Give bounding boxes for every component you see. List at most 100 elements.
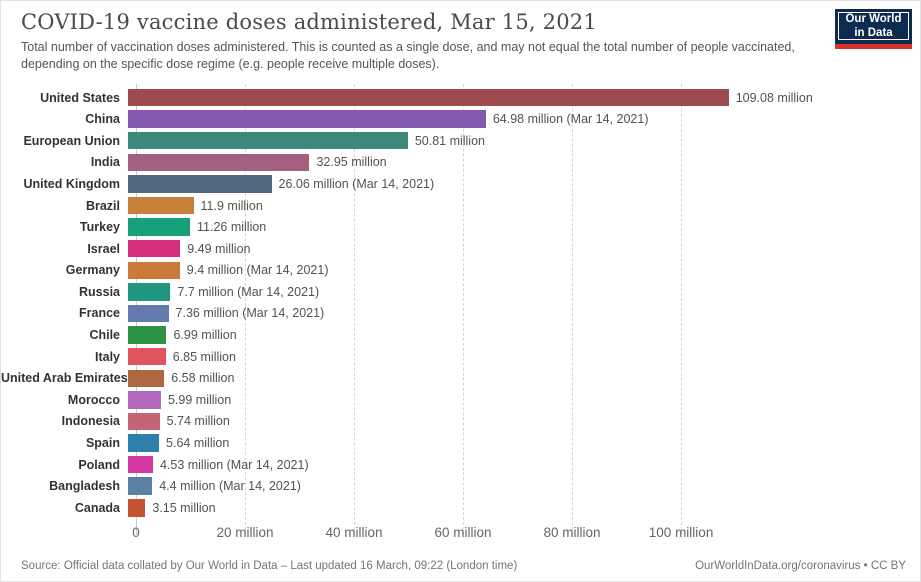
chart-header: COVID-19 vaccine doses administered, Mar… bbox=[1, 1, 920, 73]
chart-row: United States 109.08 million bbox=[1, 87, 920, 109]
bar[interactable] bbox=[128, 175, 272, 193]
bar[interactable] bbox=[128, 455, 153, 474]
chart-row: Israel 9.49 million bbox=[1, 238, 920, 260]
x-axis-tick: 60 million bbox=[434, 524, 492, 540]
bar[interactable] bbox=[128, 218, 190, 236]
country-label: Spain bbox=[85, 436, 120, 451]
chart-row: European Union 50.81 million bbox=[1, 130, 920, 152]
bar-area: 5.99 million bbox=[128, 391, 910, 409]
country-label: Poland bbox=[78, 457, 120, 472]
country-label: Italy bbox=[94, 349, 120, 364]
bar-area: 11.26 million bbox=[128, 218, 910, 236]
country-label: Bangladesh bbox=[49, 479, 120, 494]
country-label: France bbox=[79, 306, 120, 321]
chart-subtitle: Total number of vaccination doses admini… bbox=[21, 40, 795, 71]
bar-area: 7.7 million (Mar 14, 2021) bbox=[128, 283, 910, 301]
country-label: United Kingdom bbox=[23, 176, 120, 191]
x-axis-tick: 0 bbox=[132, 524, 140, 540]
bar[interactable] bbox=[128, 347, 166, 366]
bar-value-label: 9.4 million (Mar 14, 2021) bbox=[186, 263, 329, 278]
bar-value-label: 4.4 million (Mar 14, 2021) bbox=[159, 479, 301, 494]
chart-row: Turkey 11.26 million bbox=[1, 216, 920, 238]
country-label: Brazil bbox=[85, 198, 120, 213]
bar[interactable] bbox=[128, 88, 729, 107]
chart-row: Canada 3.15 million bbox=[1, 497, 920, 519]
gridline bbox=[681, 83, 683, 535]
chart-row: Poland 4.53 million (Mar 14, 2021) bbox=[1, 454, 920, 476]
chart-row: Chile 6.99 million bbox=[1, 324, 920, 346]
country-label: United States bbox=[40, 90, 120, 105]
bar[interactable] bbox=[128, 412, 160, 431]
bar[interactable] bbox=[128, 283, 171, 301]
bar-value-label: 5.74 million bbox=[166, 414, 230, 429]
country-label: Morocco bbox=[67, 392, 120, 407]
bar-value-label: 64.98 million (Mar 14, 2021) bbox=[492, 112, 649, 127]
bar[interactable] bbox=[128, 477, 153, 495]
bar[interactable] bbox=[128, 239, 181, 258]
bar-value-label: 3.15 million bbox=[152, 500, 216, 515]
country-label: Indonesia bbox=[61, 414, 120, 429]
x-axis-tick: 80 million bbox=[543, 524, 601, 540]
plot-rows: United States 109.08 million China 64.98 mi… bbox=[1, 87, 920, 519]
bar-value-label: 11.26 million bbox=[197, 220, 267, 235]
bar[interactable] bbox=[128, 261, 180, 280]
bar-value-label: 4.53 million (Mar 14, 2021) bbox=[159, 457, 309, 472]
bar-value-label: 6.85 million bbox=[172, 349, 236, 364]
bar-area: 11.9 million bbox=[128, 196, 910, 215]
chart-row: Bangladesh 4.4 million (Mar 14, 2021) bbox=[1, 475, 920, 497]
bar[interactable] bbox=[128, 391, 161, 409]
x-axis-tick: 20 million bbox=[216, 524, 274, 540]
chart-row: China 64.98 million (Mar 14, 2021) bbox=[1, 108, 920, 130]
country-label: India bbox=[90, 155, 120, 170]
bar[interactable] bbox=[128, 131, 408, 150]
bar-area: 4.53 million (Mar 14, 2021) bbox=[128, 455, 910, 474]
chart-row: India 32.95 million bbox=[1, 152, 920, 174]
bar[interactable] bbox=[128, 326, 167, 344]
bar-area: 3.15 million bbox=[128, 499, 910, 517]
bar-area: 4.4 million (Mar 14, 2021) bbox=[128, 477, 910, 495]
country-label: European Union bbox=[23, 133, 120, 148]
bar-area: 7.36 million (Mar 14, 2021) bbox=[128, 304, 910, 323]
x-axis-tick: 100 million bbox=[648, 524, 714, 540]
country-label: China bbox=[85, 112, 120, 127]
chart-row: Germany 9.4 million (Mar 14, 2021) bbox=[1, 260, 920, 282]
bar-area: 5.64 million bbox=[128, 434, 910, 452]
x-axis-tick: 40 million bbox=[325, 524, 383, 540]
bar-value-label: 109.08 million bbox=[735, 90, 813, 105]
chart-row: Indonesia 5.74 million bbox=[1, 411, 920, 433]
owid-logo-line1: Our World bbox=[845, 12, 902, 25]
bar-value-label: 32.95 million bbox=[316, 155, 387, 170]
chart-row: Spain 5.64 million bbox=[1, 432, 920, 454]
chart-row: Morocco 5.99 million bbox=[1, 389, 920, 411]
bar[interactable] bbox=[128, 304, 169, 323]
bar-area: 9.49 million bbox=[128, 239, 910, 258]
owid-logo[interactable]: Our World in Data bbox=[835, 9, 912, 49]
source-note: Source: Official data collated by Our Wo… bbox=[21, 560, 518, 572]
country-label: Canada bbox=[74, 500, 120, 515]
bar-area: 6.99 million bbox=[128, 326, 910, 344]
country-label: Israel bbox=[87, 241, 120, 256]
bar[interactable] bbox=[128, 153, 310, 172]
bar-value-label: 7.7 million (Mar 14, 2021) bbox=[177, 284, 320, 299]
bar[interactable] bbox=[128, 196, 194, 215]
bar[interactable] bbox=[128, 499, 146, 517]
owid-coronavirus-link[interactable]: OurWorldInData.org/coronavirus • CC BY bbox=[695, 560, 906, 572]
country-label: Turkey bbox=[79, 220, 120, 235]
owid-logo-text: Our World in Data bbox=[838, 12, 909, 40]
gridline bbox=[245, 83, 246, 535]
bar[interactable] bbox=[128, 369, 165, 388]
bar[interactable] bbox=[128, 434, 160, 452]
bar-chart: United States 109.08 million China 64.98 mi… bbox=[1, 83, 920, 545]
country-label: Chile bbox=[89, 328, 120, 343]
chart-row: Italy 6.85 million bbox=[1, 346, 920, 368]
owid-logo-line2: in Data bbox=[854, 27, 893, 39]
bar-area: 9.4 million (Mar 14, 2021) bbox=[128, 261, 910, 280]
chart-title: COVID-19 vaccine doses administered, Mar… bbox=[21, 10, 597, 34]
chart-row: France 7.36 million (Mar 14, 2021) bbox=[1, 303, 920, 325]
gridline bbox=[354, 83, 356, 535]
owid-logo-stripe bbox=[835, 44, 912, 49]
bar-area: 64.98 million (Mar 14, 2021) bbox=[128, 110, 910, 128]
country-label: United Arab Emirates bbox=[1, 371, 128, 386]
bar-value-label: 9.49 million bbox=[187, 241, 251, 256]
bar[interactable] bbox=[128, 110, 486, 128]
